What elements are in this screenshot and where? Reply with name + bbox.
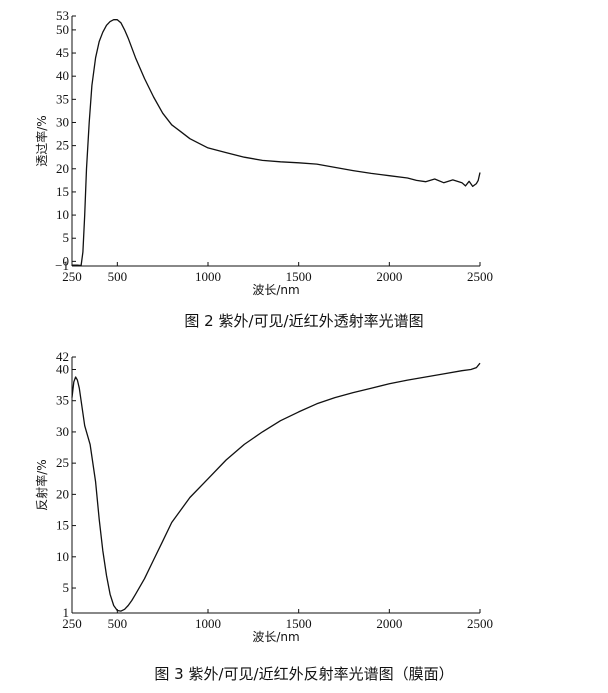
y-tick-label: 42 [56,349,69,364]
y-tick-label: 10 [56,549,69,564]
y-tick-label: 40 [56,361,69,376]
y-tick-label: 15 [56,518,69,533]
y-tick-label: 15 [56,184,69,199]
x-tick-label: 500 [108,616,128,631]
y-tick-label: 30 [56,114,69,129]
x-axis-label: 波长/nm [252,283,299,297]
y-tick-label: 45 [56,45,69,60]
y-tick-label: 30 [56,424,69,439]
spectrum-line [71,362,481,612]
y-tick-label: 25 [56,455,69,470]
x-tick-label: 2000 [376,269,402,284]
x-tick-label: 250 [62,616,82,631]
y-tick-label: 20 [56,486,69,501]
figure-3-caption: 图 3 紫外/可见/近红外反射率光谱图（膜面） [154,665,454,683]
x-tick-label: 2500 [467,616,493,631]
y-tick-label: 50 [56,22,69,37]
spectrum-line [72,19,481,267]
y-tick-label: 35 [56,393,69,408]
x-tick-label: 250 [62,269,82,284]
y-tick-label: 1 [63,605,70,620]
y-tick-label: 10 [56,207,69,222]
y-tick-label: 20 [56,161,69,176]
y-tick-label: 53 [56,8,69,23]
y-axis-label: 反射率/% [34,459,49,510]
y-tick-label: 5 [63,230,70,245]
y-tick-label: 35 [56,91,69,106]
x-tick-label: 1500 [286,616,312,631]
transmittance-chart: −1 0 5 10 15 20 25 30 35 40 45 50 53 250 500 1000 1500 20… [0,0,608,340]
x-tick-label: 2000 [376,616,402,631]
x-tick-label: 1000 [195,269,221,284]
y-tick-label: 5 [63,580,70,595]
y-tick-label: 0 [63,253,70,268]
figure-2-caption: 图 2 紫外/可见/近红外透射率光谱图 [184,312,424,330]
y-tick-label: 25 [56,138,69,153]
x-tick-label: 1000 [195,616,221,631]
x-tick-label: 1500 [286,269,312,284]
x-tick-label: 2500 [467,269,493,284]
x-axis-label: 波长/nm [252,630,299,644]
x-tick-label: 500 [108,269,128,284]
y-tick-label: 40 [56,68,69,83]
reflectance-chart: 1 5 10 15 20 25 30 35 40 42 250 500 1000 1500 2000 2500… [0,345,608,693]
y-axis-label: 透过率/% [34,115,49,166]
y-tick-label: −1 [55,258,69,273]
